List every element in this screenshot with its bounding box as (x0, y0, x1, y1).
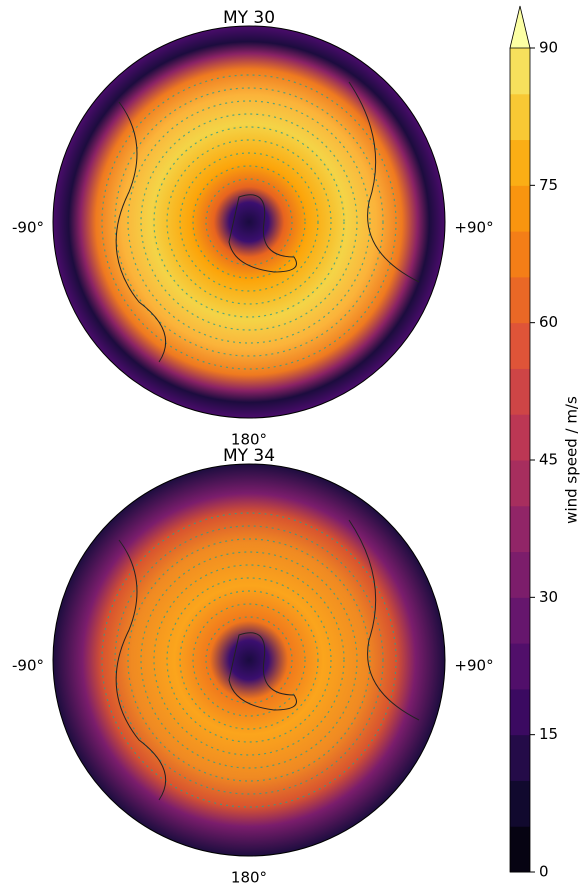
colorbar-tick-label: 60 (539, 313, 558, 331)
colorbar-band (510, 322, 530, 369)
colorbar-tick-label: 45 (539, 451, 558, 469)
lon-label: +90° (454, 657, 493, 675)
wind-contour (127, 100, 371, 344)
lon-label: +90° (454, 219, 493, 237)
wind-contour (114, 87, 384, 357)
colorbar-extension (509, 5, 531, 49)
colorbar-band (510, 414, 530, 461)
map-panel: MY 34 -90° +90° 180° (12, 446, 494, 884)
colorbar-band (510, 48, 530, 95)
topography (115, 519, 420, 801)
wind-contour (140, 113, 358, 331)
map-title: MY 30 (223, 8, 275, 28)
colorbar-tick-label: 30 (539, 588, 558, 606)
lon-label: -90° (12, 219, 44, 237)
wind-field (52, 25, 446, 419)
colorbar-band (510, 551, 530, 598)
wind-contour (192, 165, 306, 279)
map-panel: MY 30 -90° +90° 180° (12, 8, 494, 449)
wind-contour (179, 152, 319, 292)
colorbar-band (510, 276, 530, 324)
wind-contour (140, 551, 358, 769)
colorbar-band (510, 505, 530, 553)
colorbar-band (510, 643, 530, 690)
wind-contour (101, 74, 397, 370)
wind-field (52, 463, 446, 857)
colorbar-band (510, 734, 530, 781)
lon-label: -90° (12, 657, 44, 675)
wind-contour (101, 512, 397, 808)
colorbar-band (510, 826, 530, 873)
colorbar-band (510, 139, 530, 186)
wind-contour (192, 603, 306, 717)
colorbar-band (510, 185, 530, 232)
wind-contour (127, 538, 371, 782)
colorbar-band (510, 688, 530, 736)
colorbar-label: wind speed / m/s (563, 396, 580, 524)
wind-contour (153, 564, 345, 756)
colorbar-band (510, 597, 530, 644)
lon-label: 180° (231, 869, 267, 884)
wind-contour (153, 126, 345, 318)
colorbar-tick-label: 90 (539, 39, 558, 57)
colorbar-band (510, 368, 530, 415)
map-title: MY 34 (223, 446, 275, 466)
colorbar-band (510, 780, 530, 827)
colorbar-tick-label: 15 (539, 725, 558, 743)
wind-contour (166, 577, 332, 743)
wind-contour (114, 525, 384, 795)
colorbar-band (510, 231, 530, 278)
colorbar-band (510, 460, 530, 507)
lon-label: 180° (231, 431, 267, 449)
colorbar-band (510, 93, 530, 141)
colorbar-tick-label: 75 (539, 176, 558, 194)
colorbar-tick-label: 0 (539, 863, 549, 881)
wind-contour (166, 139, 332, 305)
topography (115, 81, 420, 363)
wind-contour (179, 590, 319, 730)
